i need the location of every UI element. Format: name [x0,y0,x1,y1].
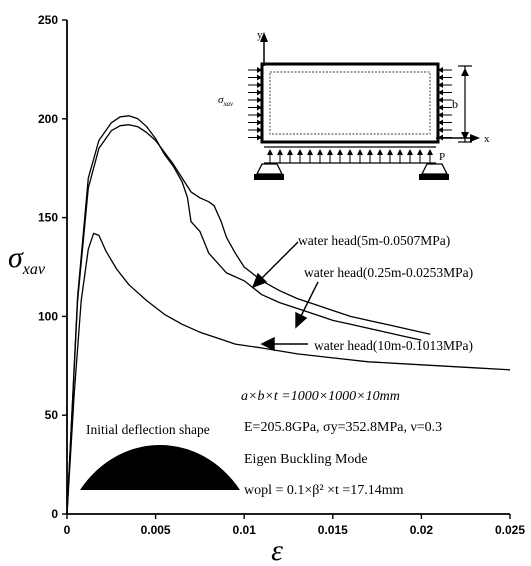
inset-y-arrowhead [260,32,268,42]
label-10m: water head(10m-0.1013MPa) [314,338,473,353]
left-load-arrowhead [257,119,262,126]
plate-inner [269,71,431,135]
label-025m: water head(0.25m-0.0253MPa) [304,265,473,280]
dim-b-label: b [452,97,458,111]
right-load-arrowhead [438,89,443,96]
initial-deflection-label: Initial deflection shape [86,422,210,437]
y-tick-label: 250 [38,13,58,27]
inset-sigma-label: σxav [218,94,234,108]
x-tick-label: 0 [64,523,71,537]
right-load-arrowhead [438,127,443,133]
pressure-arrowhead [427,149,433,155]
pressure-arrowhead [397,149,403,155]
right-load-arrowhead [438,119,443,126]
note-material: E=205.8GPa, σy=352.8MPa, ν=0.3 [244,420,442,435]
left-support [255,163,284,175]
y-axis-label-sub: xav [22,261,46,278]
left-load-arrows [248,67,262,141]
y-tick-label: 50 [45,408,59,422]
pressure-arrowhead [387,149,393,155]
note-dimensions: a×b×t =1000×1000×10mm [241,389,400,404]
pressure-arrowhead [307,149,313,155]
pressure-arrowhead [317,149,323,155]
right-load-arrowhead [438,97,443,103]
pressure-arrowhead [357,149,363,155]
left-load-arrowhead [257,104,262,111]
series-line-0 [66,115,422,515]
pressure-arrowhead [347,149,353,155]
left-load-arrowhead [257,89,262,96]
pressure-arrowhead [377,149,383,155]
pressure-arrowhead [287,149,293,155]
left-load-arrowhead [257,127,262,133]
right-load-arrowhead [438,112,443,118]
right-load-arrows [438,67,452,141]
plate-outline [260,62,440,144]
series-line-2 [66,232,511,515]
note-mode: Eigen Buckling Mode [244,452,368,467]
inset-x-arrowhead [470,134,480,142]
arrow-5m [259,241,299,281]
x-tick-label: 0.005 [141,523,171,537]
right-support [420,163,449,175]
plate-diagram: y x σxav b P [218,29,490,180]
inset-y-label: y [257,29,263,41]
axis-ticks [62,19,511,519]
initial-deflection-shape [80,445,240,490]
arrowhead-5m [251,272,268,289]
series-line-1 [66,124,431,515]
y-tick-label: 0 [51,507,58,521]
arrow-025m [299,281,319,319]
left-load-arrowhead [257,112,262,118]
label-5m: water head(5m-0.0507MPa) [298,233,450,248]
pressure-arrowhead [407,149,413,155]
x-tick-label: 0.015 [318,523,348,537]
x-axis-label: ε [271,534,283,566]
tick-labels: 0 0.005 0.01 0.015 0.02 0.025 0 50 100 150 200 250 [38,13,525,537]
y-axis-label: σxav [8,241,46,278]
x-tick-label: 0.02 [410,523,434,537]
right-load-arrowhead [438,134,443,141]
y-tick-label: 200 [38,112,58,126]
pressure-arrowhead [367,149,373,155]
left-load-arrowhead [257,97,262,103]
right-support-base [419,174,449,180]
pressure-arrows [267,149,433,163]
dim-b-arrow-top [461,68,469,76]
x-tick-label: 0.025 [495,523,525,537]
arrowhead-10m [260,336,275,352]
annotation-arrows [251,241,319,352]
arrowhead-025m [295,311,308,329]
pressure-arrowhead [297,149,303,155]
right-load-arrowhead [438,104,443,111]
note-wopl: wopl = 0.1×β² ×t =17.14mm [244,483,404,498]
pressure-arrowhead [267,149,273,155]
pressure-arrowhead [327,149,333,155]
pressure-arrowhead [277,149,283,155]
left-support-base [254,174,284,180]
left-load-arrowhead [257,82,262,88]
pressure-arrowhead [337,149,343,155]
inset-sigma-sub: xav [222,100,234,108]
y-tick-label: 100 [38,309,58,323]
inset-x-label: x [484,133,490,145]
right-load-arrowhead [438,74,443,81]
left-load-arrowhead [257,74,262,81]
left-load-arrowhead [257,67,262,73]
y-tick-label: 150 [38,211,58,225]
series-layer [66,115,511,515]
pressure-arrowhead [417,149,423,155]
pressure-label: P [439,151,445,163]
right-load-arrowhead [438,82,443,88]
right-load-arrowhead [438,67,443,73]
left-load-arrowhead [257,134,262,141]
x-tick-label: 0.01 [233,523,257,537]
dim-b-arrow-bot [461,132,469,140]
